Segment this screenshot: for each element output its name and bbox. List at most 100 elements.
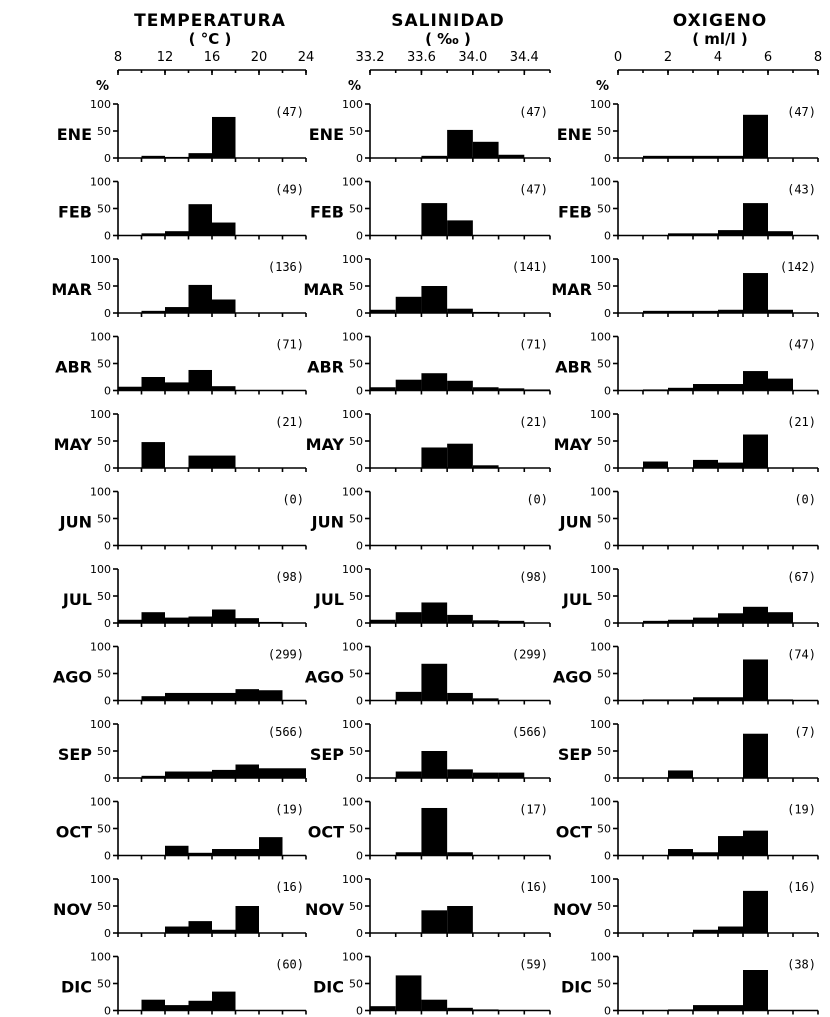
- temperatura-panel-oct: 0 50 100 (19) OCT: [56, 796, 307, 863]
- sample-count: (141): [512, 260, 548, 274]
- y-tick-label: 0: [356, 385, 363, 398]
- temperatura-panel-abr: 0 50 100 (71) ABR: [55, 331, 307, 398]
- oxigeno-panel-jun: 0 50 100 (0) JUN: [559, 486, 819, 553]
- y-tick-label: 0: [356, 695, 363, 708]
- histogram-bar: [668, 619, 693, 623]
- histogram-bar: [370, 309, 396, 313]
- histogram-bar: [524, 389, 550, 391]
- histogram-bar: [693, 233, 718, 236]
- sample-count: (71): [519, 338, 548, 352]
- histogram-bar: [165, 156, 189, 158]
- histogram-bar: [693, 459, 718, 468]
- sample-count: (49): [275, 183, 304, 197]
- histogram-bar: [718, 230, 743, 236]
- histogram-bar: [188, 616, 212, 623]
- month-label: AGO: [553, 668, 592, 687]
- histogram-bar: [472, 620, 499, 623]
- oxigeno-panel-nov: 0 50 100 (16) NOV: [553, 873, 819, 940]
- y-tick-label: 50: [597, 280, 611, 293]
- salinidad-unit: ( ‰ ): [425, 30, 471, 48]
- sample-count: (299): [512, 648, 548, 662]
- sample-count: (142): [780, 260, 816, 274]
- month-label: DIC: [561, 978, 592, 997]
- sample-count: (60): [275, 958, 304, 972]
- histogram-bar: [447, 308, 473, 313]
- month-label: JUN: [311, 513, 344, 532]
- histogram-bar: [212, 609, 236, 623]
- y-tick-label: 100: [342, 718, 363, 731]
- y-tick-label: 100: [590, 408, 611, 421]
- y-tick-label: 50: [349, 978, 363, 991]
- histogram-bar: [668, 387, 693, 391]
- oxigeno-panel-ene: 0 50 100 (47) ENE: [557, 98, 819, 165]
- oxigeno-panel-feb: 0 50 100 (43) FEB: [558, 176, 819, 243]
- y-tick-label: 0: [604, 772, 611, 785]
- histogram-bar: [395, 612, 422, 623]
- sample-count: (566): [268, 725, 304, 739]
- temperatura-panel-nov: 0 50 100 (16) NOV: [53, 873, 307, 940]
- histogram-bar: [421, 663, 448, 701]
- histogram-bar: [421, 155, 448, 158]
- histogram-bar: [693, 1005, 718, 1011]
- histogram-bar: [447, 692, 473, 701]
- temperatura-percent-label: %: [96, 79, 109, 94]
- oxigeno-panel-ago: 0 50 100 (74) AGO: [553, 641, 819, 708]
- month-label: FEB: [310, 203, 344, 222]
- month-label: JUL: [62, 590, 92, 609]
- salinidad-panel-feb: 0 50 100 (47) FEB: [310, 176, 551, 243]
- histogram-bar: [447, 852, 473, 856]
- y-tick-label: 100: [90, 563, 111, 576]
- temperatura-title: TEMPERATURA: [134, 11, 286, 31]
- temperatura-unit: ( °C ): [189, 30, 232, 48]
- histogram-bar: [668, 699, 693, 701]
- month-label: SEP: [310, 745, 344, 764]
- sample-count: (98): [519, 570, 548, 584]
- histogram-bar: [235, 689, 259, 701]
- y-tick-label: 50: [597, 203, 611, 216]
- histogram-bar: [235, 849, 259, 856]
- y-tick-label: 0: [104, 307, 111, 320]
- y-tick-label: 0: [356, 230, 363, 243]
- y-tick-label: 100: [590, 951, 611, 964]
- salinidad-top-tick-label: 34.4: [510, 50, 539, 65]
- y-tick-label: 0: [104, 152, 111, 165]
- histogram-bar: [743, 203, 768, 236]
- month-label: NOV: [53, 900, 93, 919]
- histogram-bar: [472, 311, 499, 313]
- y-tick-label: 50: [349, 125, 363, 138]
- salinidad-top-axis: 33.2 33.6 34.0 34.4%: [348, 50, 551, 94]
- histogram-bar: [643, 310, 668, 313]
- y-tick-label: 0: [104, 385, 111, 398]
- month-label: DIC: [313, 978, 344, 997]
- histogram-bar: [141, 999, 165, 1011]
- y-tick-label: 0: [604, 695, 611, 708]
- histogram-bar: [165, 382, 189, 391]
- temperatura-top-axis: 8 12 16 20 24%: [96, 50, 314, 94]
- y-tick-label: 100: [342, 796, 363, 809]
- temperatura-panel-mar: 0 50 100 (136) MAR: [51, 253, 307, 320]
- y-tick-label: 0: [604, 462, 611, 475]
- y-tick-label: 100: [590, 641, 611, 654]
- temperatura-top-tick-label: 20: [251, 50, 268, 65]
- month-label: MAY: [54, 435, 93, 454]
- histogram-bar: [282, 768, 306, 778]
- salinidad-panel-sep: 0 50 100 (566) SEP: [310, 718, 551, 785]
- month-label: ABR: [307, 358, 344, 377]
- y-tick-label: 100: [90, 331, 111, 344]
- salinidad-panel-jul: 0 50 100 (98) JUL: [314, 563, 551, 630]
- y-tick-label: 100: [342, 98, 363, 111]
- temperatura-panel-may: 0 50 100 (21) MAY: [54, 408, 307, 475]
- y-tick-label: 100: [90, 176, 111, 189]
- histogram-bar: [643, 620, 668, 623]
- month-label: MAR: [551, 280, 592, 299]
- histogram-bar: [259, 621, 283, 623]
- month-label: FEB: [558, 203, 592, 222]
- y-tick-label: 0: [104, 617, 111, 630]
- histogram-bar: [421, 807, 448, 856]
- y-tick-label: 100: [90, 951, 111, 964]
- sample-count: (19): [275, 803, 304, 817]
- histogram-bar: [743, 371, 768, 391]
- histogram-bar: [188, 455, 212, 468]
- temperatura-panel-ene: 0 50 100 (47) ENE: [57, 98, 307, 165]
- sample-count: (47): [787, 105, 816, 119]
